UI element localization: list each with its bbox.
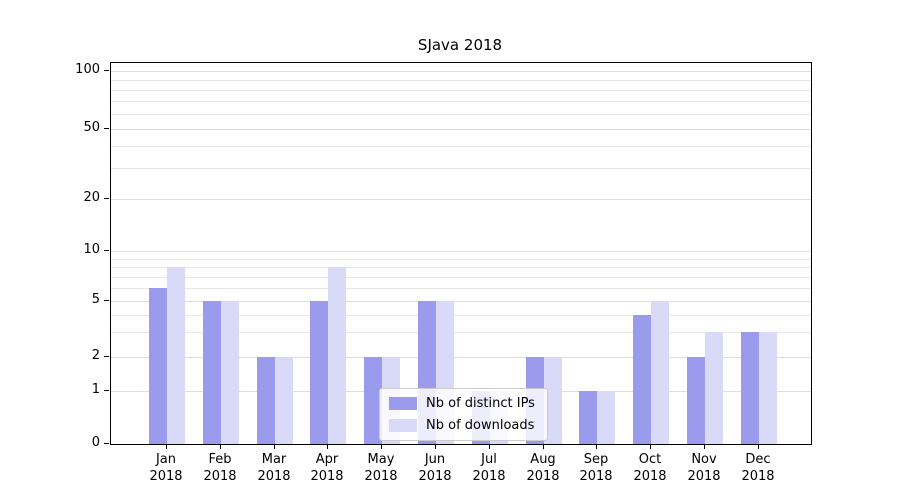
x-tick-label: Feb 2018 <box>203 452 237 484</box>
x-tick-label: Nov 2018 <box>687 452 721 484</box>
x-axis-tick <box>274 444 275 449</box>
bar-distinct-ips <box>579 391 598 444</box>
bar-downloads <box>705 332 723 444</box>
legend-swatch-distinct-ips <box>389 397 417 410</box>
gridline <box>111 114 811 115</box>
gridline <box>111 301 811 302</box>
bar-distinct-ips <box>740 332 759 444</box>
y-tick-label: 5 <box>91 292 100 307</box>
gridline <box>111 168 811 169</box>
bar-distinct-ips <box>633 314 652 444</box>
x-axis-tick <box>220 444 221 449</box>
x-axis-tick <box>596 444 597 449</box>
y-tick-label: 50 <box>83 120 100 135</box>
gridline <box>111 199 811 200</box>
gridline <box>111 357 811 358</box>
x-tick-label: Jul 2018 <box>472 452 506 484</box>
x-tick-label: Jun 2018 <box>418 452 452 484</box>
x-tick-label: May 2018 <box>364 452 398 484</box>
x-tick-label: Sep 2018 <box>579 452 613 484</box>
bar-distinct-ips <box>256 357 275 444</box>
x-axis-tick <box>489 444 490 449</box>
y-axis-tick <box>104 356 109 357</box>
y-axis-tick <box>104 443 109 444</box>
bar-downloads <box>597 391 616 444</box>
gridline <box>111 288 811 289</box>
bar-downloads <box>651 301 670 444</box>
bar-downloads <box>220 301 239 444</box>
bar-downloads <box>328 267 347 444</box>
bar-downloads <box>167 267 185 444</box>
legend-label-distinct-ips: Nb of distinct IPs <box>426 396 535 411</box>
x-tick-label: Dec 2018 <box>741 452 775 484</box>
x-axis-tick <box>758 444 759 449</box>
gridline <box>111 332 811 333</box>
y-tick-label: 2 <box>91 348 100 363</box>
bar-distinct-ips <box>364 357 383 444</box>
y-tick-label: 0 <box>91 435 100 450</box>
bar-distinct-ips <box>202 301 221 444</box>
x-tick-label: Jan 2018 <box>149 452 183 484</box>
bar-distinct-ips <box>149 287 167 444</box>
y-axis-tick <box>104 300 109 301</box>
gridline <box>111 315 811 316</box>
legend: Nb of distinct IPs Nb of downloads <box>379 388 548 441</box>
legend-item-downloads: Nb of downloads <box>389 418 535 433</box>
x-tick-label: Aug 2018 <box>526 452 560 484</box>
gridline <box>111 146 811 147</box>
chart-title: SJava 2018 <box>417 36 503 54</box>
gridline <box>111 129 811 130</box>
x-axis-tick <box>543 444 544 449</box>
gridline <box>111 259 811 260</box>
y-tick-label: 1 <box>91 382 100 397</box>
x-axis-tick <box>381 444 382 449</box>
x-tick-label: Apr 2018 <box>310 452 344 484</box>
y-axis-tick <box>104 198 109 199</box>
x-axis-tick <box>166 444 167 449</box>
bar-downloads <box>274 357 293 444</box>
y-tick-label: 10 <box>83 242 100 257</box>
bar-downloads <box>758 332 777 444</box>
x-axis-tick <box>650 444 651 449</box>
y-axis-tick <box>104 128 109 129</box>
y-axis-tick <box>104 390 109 391</box>
y-tick-label: 20 <box>83 190 100 205</box>
bar-distinct-ips <box>687 357 705 444</box>
legend-item-distinct-ips: Nb of distinct IPs <box>389 396 535 411</box>
gridline <box>111 80 811 81</box>
y-axis-tick <box>104 250 109 251</box>
gridline <box>111 90 811 91</box>
bar-downloads <box>543 357 562 444</box>
plot-area <box>110 62 812 445</box>
gridline <box>111 267 811 268</box>
x-tick-label: Oct 2018 <box>633 452 667 484</box>
x-axis-tick <box>435 444 436 449</box>
gridline <box>111 71 811 72</box>
x-axis-tick <box>327 444 328 449</box>
legend-label-downloads: Nb of downloads <box>426 418 535 433</box>
x-axis-tick <box>704 444 705 449</box>
y-axis-tick <box>104 70 109 71</box>
gridline <box>111 101 811 102</box>
x-tick-label: Mar 2018 <box>257 452 291 484</box>
gridline <box>111 277 811 278</box>
legend-swatch-downloads <box>389 419 417 432</box>
y-tick-label: 100 <box>75 62 100 77</box>
gridline <box>111 251 811 252</box>
bar-distinct-ips <box>310 301 329 444</box>
